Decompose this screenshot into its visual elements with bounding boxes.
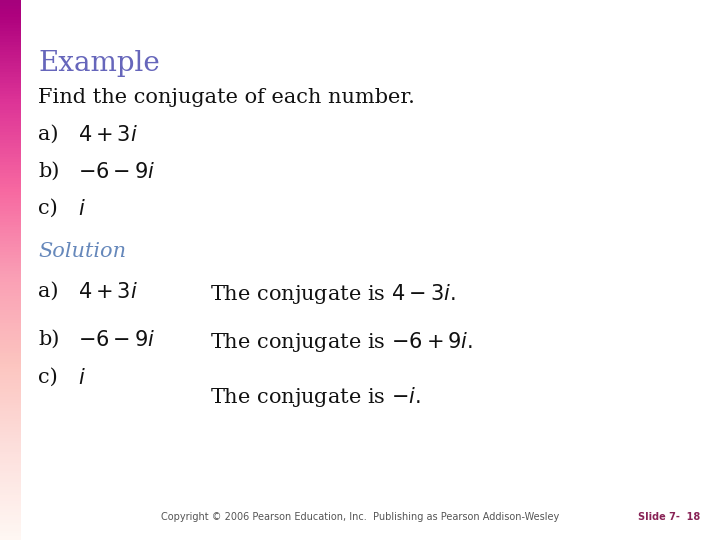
Text: The conjugate is $-i.$: The conjugate is $-i.$ — [210, 385, 421, 409]
Text: The conjugate is $-6+9i.$: The conjugate is $-6+9i.$ — [210, 330, 473, 354]
Text: c): c) — [38, 199, 58, 218]
Text: $i$: $i$ — [78, 368, 86, 388]
Text: $i$: $i$ — [78, 199, 86, 219]
Text: b): b) — [38, 162, 59, 181]
Text: $-6-9i$: $-6-9i$ — [78, 330, 156, 350]
Text: a): a) — [38, 125, 58, 144]
Text: $4+3i$: $4+3i$ — [78, 125, 138, 145]
Text: Copyright © 2006 Pearson Education, Inc.  Publishing as Pearson Addison-Wesley: Copyright © 2006 Pearson Education, Inc.… — [161, 512, 559, 522]
Text: Slide 7-  18: Slide 7- 18 — [638, 512, 700, 522]
Text: a): a) — [38, 282, 58, 301]
Text: c): c) — [38, 368, 58, 387]
Text: Solution: Solution — [38, 242, 126, 261]
Text: Find the conjugate of each number.: Find the conjugate of each number. — [38, 88, 415, 107]
Text: Example: Example — [38, 50, 160, 77]
Text: The conjugate is $4-3i.$: The conjugate is $4-3i.$ — [210, 282, 456, 306]
Text: $4+3i$: $4+3i$ — [78, 282, 138, 302]
Text: b): b) — [38, 330, 59, 349]
Text: $-6-9i$: $-6-9i$ — [78, 162, 156, 182]
